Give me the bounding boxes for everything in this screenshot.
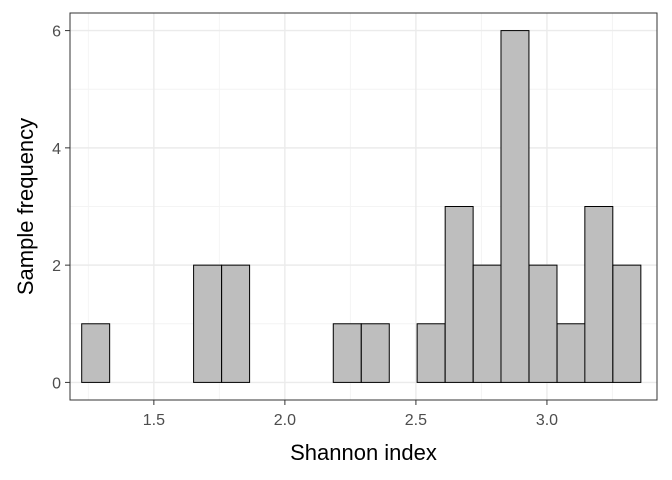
x-tick-label: 3.0 bbox=[536, 412, 558, 429]
y-axis-ticks: 0 2 4 6 bbox=[52, 24, 70, 392]
histogram-bar bbox=[472, 264, 502, 383]
histogram-bar bbox=[556, 323, 586, 383]
y-tick-label: 6 bbox=[52, 24, 61, 41]
bars bbox=[81, 30, 642, 383]
histogram-bar bbox=[193, 264, 223, 383]
histogram-bar bbox=[416, 323, 446, 383]
y-tick-label: 4 bbox=[52, 141, 61, 158]
histogram-bar bbox=[444, 206, 474, 383]
y-tick-label: 2 bbox=[52, 258, 61, 275]
histogram-bar bbox=[500, 30, 530, 383]
y-axis-title: Sample frequency bbox=[13, 118, 38, 295]
histogram-bar bbox=[612, 264, 642, 383]
x-tick-label: 2.0 bbox=[274, 412, 296, 429]
x-tick-label: 1.5 bbox=[143, 412, 165, 429]
histogram-bar bbox=[332, 323, 362, 383]
x-axis-ticks: 1.5 2.0 2.5 3.0 bbox=[143, 400, 558, 429]
histogram-bar bbox=[221, 264, 251, 383]
y-tick-label: 0 bbox=[52, 375, 61, 392]
x-tick-label: 2.5 bbox=[405, 412, 427, 429]
histogram-bar bbox=[584, 206, 614, 383]
histogram-bar bbox=[360, 323, 390, 383]
histogram-bar bbox=[81, 323, 111, 383]
x-axis-title: Shannon index bbox=[290, 440, 437, 465]
panel-border bbox=[69, 12, 658, 401]
histogram-bar bbox=[528, 264, 558, 383]
